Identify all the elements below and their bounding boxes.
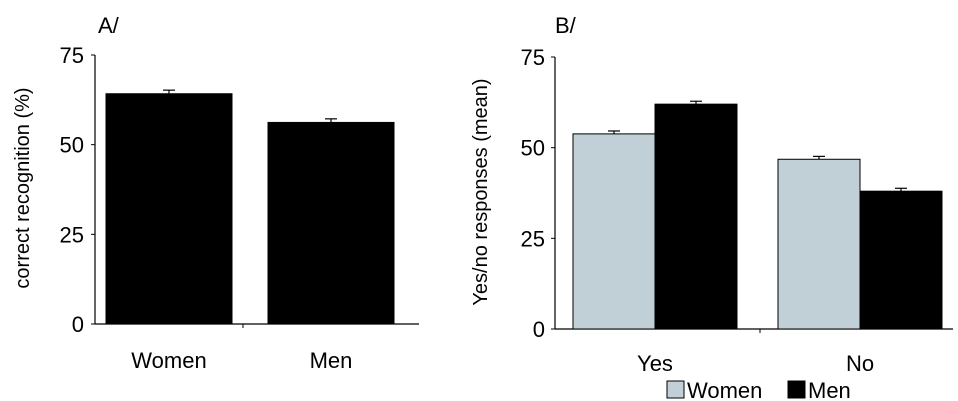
panel-b-y-tick-label: 0 (533, 317, 545, 342)
panel-a: A/ correct recognition (%) 0 25 50 75 Women… (12, 13, 419, 373)
legend-swatch-men (787, 380, 806, 399)
panel-a-y-tick-label: 25 (60, 222, 84, 247)
panel-b-label: B/ (555, 13, 577, 38)
panel-b: B/ Yes/no responses (mean) 0 25 50 75 Yes No… (470, 13, 953, 401)
panel-a-label: A/ (98, 13, 120, 38)
panel-b-y-tick-label: 50 (521, 136, 545, 161)
panel-b-y-tick-label: 25 (521, 226, 545, 251)
panel-a-x-tick-label: Women (131, 348, 206, 373)
panel-a-x-tick-label: Men (310, 348, 353, 373)
panel-a-y-tick-label: 50 (60, 133, 84, 158)
panel-a-bar-women (105, 93, 233, 325)
panel-b-bar-no-women (777, 158, 861, 330)
panel-b-x-tick-label: No (846, 351, 874, 376)
panel-b-bar-no-men (859, 190, 943, 330)
panel-a-y-tick-label: 0 (72, 312, 84, 337)
panel-b-y-tick-label: 75 (521, 45, 545, 70)
legend-label-men: Men (808, 378, 851, 401)
panel-b-bar-yes-men (654, 103, 738, 330)
panel-b-bar-yes-women (572, 133, 656, 330)
panel-a-bar-men (267, 121, 395, 325)
panel-a-y-axis-label: correct recognition (%) (12, 87, 34, 288)
panel-b-y-axis-label: Yes/no responses (mean) (470, 78, 492, 305)
panel-a-y-tick-label: 75 (60, 43, 84, 68)
legend-swatch-women (666, 380, 685, 399)
panel-b-legend: Women Men (666, 378, 851, 401)
panel-b-x-tick-label: Yes (637, 351, 673, 376)
legend-label-women: Women (687, 378, 762, 401)
